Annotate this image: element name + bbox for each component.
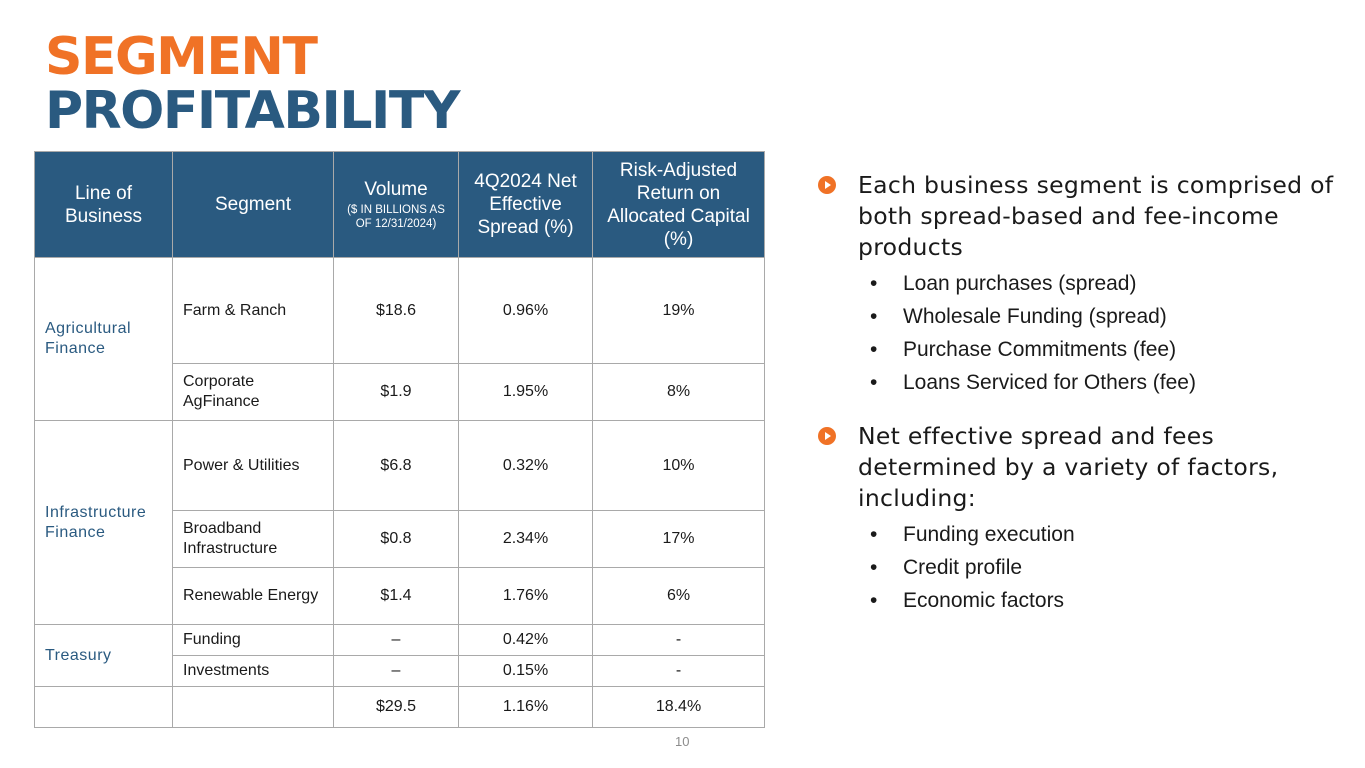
total-volume-cell: $29.5 — [333, 686, 459, 728]
total-spread-cell: 1.16% — [458, 686, 593, 728]
return-cell: 6% — [592, 567, 765, 625]
segment-name: Renewable Energy — [172, 567, 334, 625]
header-volume-subtitle: ($ IN BILLIONS AS OF 12/31/2024) — [347, 204, 445, 230]
table-total-row: $29.5 1.16% 18.4% — [34, 686, 765, 728]
header-volume: Volume ($ IN BILLIONS AS OF 12/31/2024) — [333, 151, 459, 258]
header-net-effective-spread: 4Q2024 Net Effective Spread (%) — [458, 151, 593, 258]
table-row: Agricultural Finance Farm & Ranch $18.6 … — [34, 257, 765, 421]
header-volume-label: Volume — [364, 179, 428, 200]
orange-circle-play-icon — [818, 176, 836, 194]
return-cell: - — [592, 655, 765, 687]
return-cell: 8% — [592, 363, 765, 421]
total-empty-cell — [34, 686, 173, 728]
segment-table: Line of Business Segment Volume ($ IN BI… — [34, 151, 765, 728]
spread-cell: 0.42% — [458, 624, 593, 656]
group-label: Agricultural Finance — [34, 257, 173, 421]
volume-cell: $18.6 — [333, 257, 459, 364]
sub-bullet-item: Credit profile — [858, 551, 1338, 584]
volume-cell: $1.4 — [333, 567, 459, 625]
title-line-2: PROFITABILITY — [45, 81, 461, 141]
total-return-cell: 18.4% — [592, 686, 765, 728]
volume-cell: $1.9 — [333, 363, 459, 421]
volume-cell: $0.8 — [333, 510, 459, 568]
volume-cell: $6.8 — [333, 420, 459, 511]
orange-circle-play-icon — [818, 427, 836, 445]
table-row: Renewable Energy $1.4 1.76% 6% — [35, 567, 765, 625]
page-number: 10 — [675, 734, 690, 749]
title-line-1: SEGMENT — [45, 27, 318, 87]
header-risk-adjusted-return: Risk-Adjusted Return on Allocated Capita… — [592, 151, 765, 258]
sub-bullet-item: Loans Serviced for Others (fee) — [858, 366, 1338, 399]
spread-cell: 1.76% — [458, 567, 593, 625]
sub-bullet-item: Loan purchases (spread) — [858, 267, 1338, 300]
return-cell: - — [592, 624, 765, 656]
bullet-text: Net effective spread and fees determined… — [858, 422, 1279, 512]
spread-cell: 2.34% — [458, 510, 593, 568]
return-cell: 17% — [592, 510, 765, 568]
spread-cell: 0.96% — [458, 257, 593, 364]
volume-cell: – — [333, 624, 459, 656]
segment-name: Farm & Ranch — [172, 257, 334, 364]
segment-name: Power & Utilities — [172, 420, 334, 511]
spread-cell: 0.32% — [458, 420, 593, 511]
sub-bullet-item: Funding execution — [858, 518, 1338, 551]
segment-name: Broadband Infrastructure — [172, 510, 334, 568]
table-row: Infrastructure Finance Power & Utilities… — [34, 420, 765, 625]
sub-bullet-item: Purchase Commitments (fee) — [858, 333, 1338, 366]
total-empty-cell — [172, 686, 334, 728]
volume-cell: – — [333, 655, 459, 687]
table-row: Broadband Infrastructure $0.8 2.34% 17% — [35, 510, 765, 568]
bullet-section: Each business segment is comprised of bo… — [818, 170, 1338, 617]
return-cell: 19% — [592, 257, 765, 364]
bullet-point: Net effective spread and fees determined… — [818, 421, 1338, 617]
header-line-of-business: Line of Business — [34, 151, 173, 258]
table-row: Treasury Funding – 0.42% - — [34, 624, 765, 687]
sub-bullet-item: Economic factors — [858, 584, 1338, 617]
spread-cell: 1.95% — [458, 363, 593, 421]
segment-name: Corporate AgFinance — [172, 363, 334, 421]
group-label: Infrastructure Finance — [34, 420, 173, 625]
segment-name: Investments — [172, 655, 334, 687]
return-cell: 10% — [592, 420, 765, 511]
sub-bullet-list: Loan purchases (spread) Wholesale Fundin… — [858, 267, 1338, 399]
bullet-text: Each business segment is comprised of bo… — [858, 171, 1334, 261]
group-label: Treasury — [34, 624, 173, 687]
table-row: Investments – 0.15% - — [35, 655, 765, 687]
sub-bullet-item: Wholesale Funding (spread) — [858, 300, 1338, 333]
header-segment: Segment — [172, 151, 334, 258]
table-row: Corporate AgFinance $1.9 1.95% 8% — [35, 363, 765, 421]
sub-bullet-list: Funding execution Credit profile Economi… — [858, 518, 1338, 617]
segment-name: Funding — [172, 624, 334, 656]
table-header-row: Line of Business Segment Volume ($ IN BI… — [34, 151, 765, 258]
spread-cell: 0.15% — [458, 655, 593, 687]
page-title: SEGMENT PROFITABILITY — [45, 27, 461, 141]
bullet-point: Each business segment is comprised of bo… — [818, 170, 1338, 399]
